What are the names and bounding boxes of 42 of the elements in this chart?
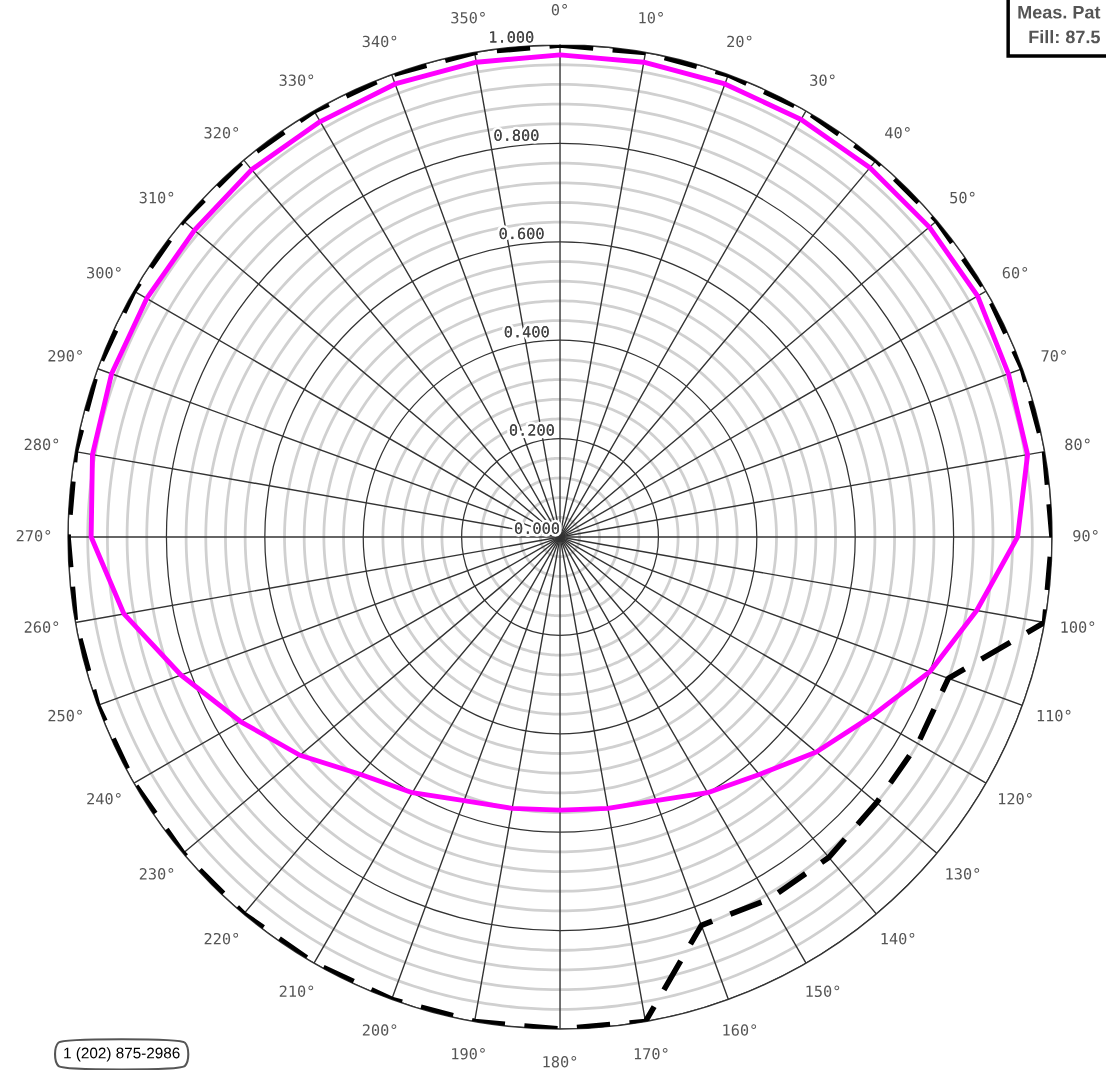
spoke-label: 140° (881, 932, 915, 945)
spoke-label: 80° (1065, 438, 1090, 451)
y-tick-label: 0.800 (494, 129, 539, 142)
y-tick-label: 0.000 (515, 522, 560, 535)
spoke-label: 320° (204, 127, 239, 139)
spoke-label: 40° (885, 127, 910, 139)
spoke-label: 240° (87, 792, 121, 805)
spoke-label: 170° (634, 1047, 668, 1060)
spoke-label: 70° (1041, 350, 1066, 362)
spoke-label: 280° (24, 438, 59, 451)
spoke-label: 20° (727, 35, 752, 48)
spoke-label: 350° (451, 11, 485, 24)
spoke-label: 260° (24, 621, 59, 633)
spoke-label: 30° (810, 74, 835, 86)
spoke-label: 120° (999, 792, 1032, 805)
text: Meas. Pat (1018, 6, 1101, 19)
spoke-label: 50° (950, 191, 975, 204)
spoke-label: 100° (1061, 621, 1095, 633)
spoke-label: 340° (362, 35, 397, 48)
spoke-label: 230° (139, 868, 174, 880)
spoke-label: 210° (279, 985, 314, 998)
spoke-label: 330° (279, 74, 314, 86)
spoke-label: 0° (551, 3, 567, 16)
spoke-label: 160° (723, 1024, 757, 1036)
y-tick-label: 1.000 (490, 31, 534, 43)
spoke-label: 130° (946, 868, 980, 880)
spoke-label: 90° (1073, 529, 1098, 542)
spoke-label: 310° (139, 191, 174, 204)
spoke-label: 270° (16, 529, 51, 542)
spoke-label: 110° (1037, 709, 1071, 722)
spoke-label: 300° (87, 266, 121, 279)
text: 1 (202) 875-2986 (64, 1047, 180, 1062)
spoke-label: 150° (806, 985, 840, 998)
spoke-label: 290° (48, 350, 82, 362)
text: Fill: 87.5 (1029, 30, 1100, 44)
spoke-label: 60° (1002, 266, 1028, 279)
spoke-label: 10° (639, 11, 663, 24)
spoke-label: 220° (204, 932, 239, 945)
spoke-label: 250° (48, 709, 82, 722)
spoke-label: 180° (543, 1055, 577, 1068)
spoke-label: 190° (452, 1047, 485, 1060)
spoke-label: 200° (362, 1024, 397, 1036)
